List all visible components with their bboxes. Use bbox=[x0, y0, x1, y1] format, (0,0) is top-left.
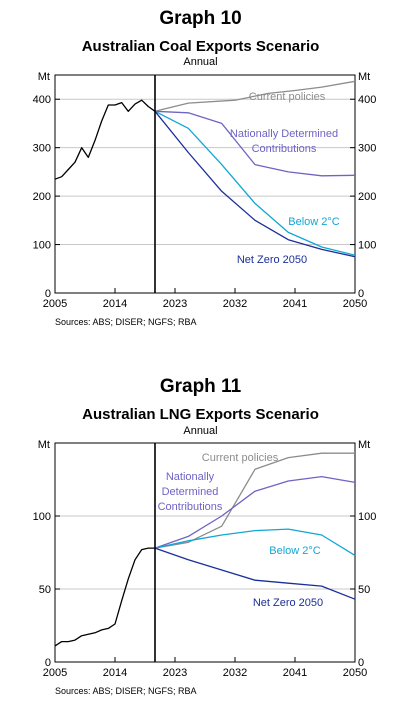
series-label-ndc: Contributions bbox=[158, 501, 223, 513]
x-tick-label: 2014 bbox=[103, 667, 127, 679]
y-tick-label-left: 0 bbox=[45, 657, 51, 669]
x-tick-label: 2005 bbox=[43, 667, 67, 679]
y-unit-label-right: Mt bbox=[358, 439, 370, 451]
plot-frame bbox=[54, 442, 356, 663]
series-line-current bbox=[154, 452, 355, 549]
y-tick-label-right: 300 bbox=[358, 143, 376, 155]
chart-subtitle: Annual bbox=[183, 56, 218, 68]
x-tick-label: 2050 bbox=[343, 298, 367, 308]
y-tick-label-right: 0 bbox=[358, 657, 364, 669]
x-tick-label: 2032 bbox=[223, 298, 247, 308]
y-tick-label-right: 50 bbox=[358, 584, 370, 596]
series-label-ndc: Nationally Determined bbox=[230, 128, 338, 140]
plot-frame bbox=[54, 74, 356, 294]
y-unit-label-left: Mt bbox=[38, 71, 50, 83]
y-tick-label-right: 200 bbox=[358, 191, 376, 203]
series-line-history bbox=[54, 99, 156, 180]
series-label-ndc: Contributions bbox=[252, 143, 317, 155]
graph-number: Graph 11 bbox=[159, 376, 242, 397]
x-tick-label: 2032 bbox=[223, 667, 247, 679]
series-line-netzero bbox=[154, 547, 356, 600]
chart-title: Australian Coal Exports Scenario bbox=[81, 38, 320, 55]
series-line-ndc bbox=[154, 110, 356, 177]
y-tick-label-right: 400 bbox=[358, 94, 376, 106]
y-tick-label-left: 300 bbox=[33, 143, 51, 155]
series-label-below2: Below 2°C bbox=[288, 216, 340, 228]
series-label-current: Current policies bbox=[202, 452, 279, 464]
graph-number: Graph 10 bbox=[159, 8, 242, 29]
x-tick-label: 2050 bbox=[343, 667, 367, 679]
chart-subtitle: Annual bbox=[183, 425, 218, 437]
series-label-netzero: Net Zero 2050 bbox=[237, 254, 307, 266]
x-tick-label: 2041 bbox=[283, 298, 307, 308]
series-label-netzero: Net Zero 2050 bbox=[253, 597, 323, 609]
x-tick-label: 2041 bbox=[283, 667, 307, 679]
series-label-below2: Below 2°C bbox=[269, 545, 321, 557]
y-tick-label-right: 100 bbox=[358, 240, 376, 252]
lng-exports-chart: 0 0 50 50 100 100 Mt Mt 2005 2014 2023 2032 2041 2050… bbox=[33, 439, 377, 679]
coal-exports-chart: 0 0 100 100 200 200 300 300 400 400 Mt Mt 2005 2014 20… bbox=[33, 71, 377, 308]
series-line-ndc bbox=[154, 475, 356, 549]
y-tick-label-left: 400 bbox=[33, 94, 51, 106]
series-label-ndc: Nationally bbox=[166, 471, 215, 483]
series-label-ndc: Determined bbox=[162, 486, 219, 498]
series-line-below2 bbox=[154, 110, 356, 256]
y-tick-label-left: 200 bbox=[33, 191, 51, 203]
series-label-current: Current policies bbox=[249, 91, 326, 103]
y-tick-label-left: 0 bbox=[45, 288, 51, 300]
chart-title: Australian LNG Exports Scenario bbox=[82, 406, 319, 423]
y-tick-label-left: 100 bbox=[33, 240, 51, 252]
x-tick-label: 2023 bbox=[163, 298, 187, 308]
sources-note: Sources: ABS; DISER; NGFS; RBA bbox=[55, 686, 197, 696]
y-tick-label-left: 50 bbox=[39, 584, 51, 596]
sources-note: Sources: ABS; DISER; NGFS; RBA bbox=[55, 317, 197, 327]
y-tick-label-left: 100 bbox=[33, 511, 51, 523]
x-tick-label: 2023 bbox=[163, 667, 187, 679]
y-unit-label-right: Mt bbox=[358, 71, 370, 83]
y-tick-label-right: 100 bbox=[358, 511, 376, 523]
series-line-current bbox=[154, 80, 356, 112]
series-line-netzero bbox=[154, 110, 356, 258]
y-unit-label-left: Mt bbox=[38, 439, 50, 451]
y-tick-label-right: 0 bbox=[358, 288, 364, 300]
series-line-history bbox=[54, 547, 155, 647]
x-tick-label: 2005 bbox=[43, 298, 67, 308]
series-line-below2 bbox=[154, 528, 356, 556]
x-tick-label: 2014 bbox=[103, 298, 127, 308]
